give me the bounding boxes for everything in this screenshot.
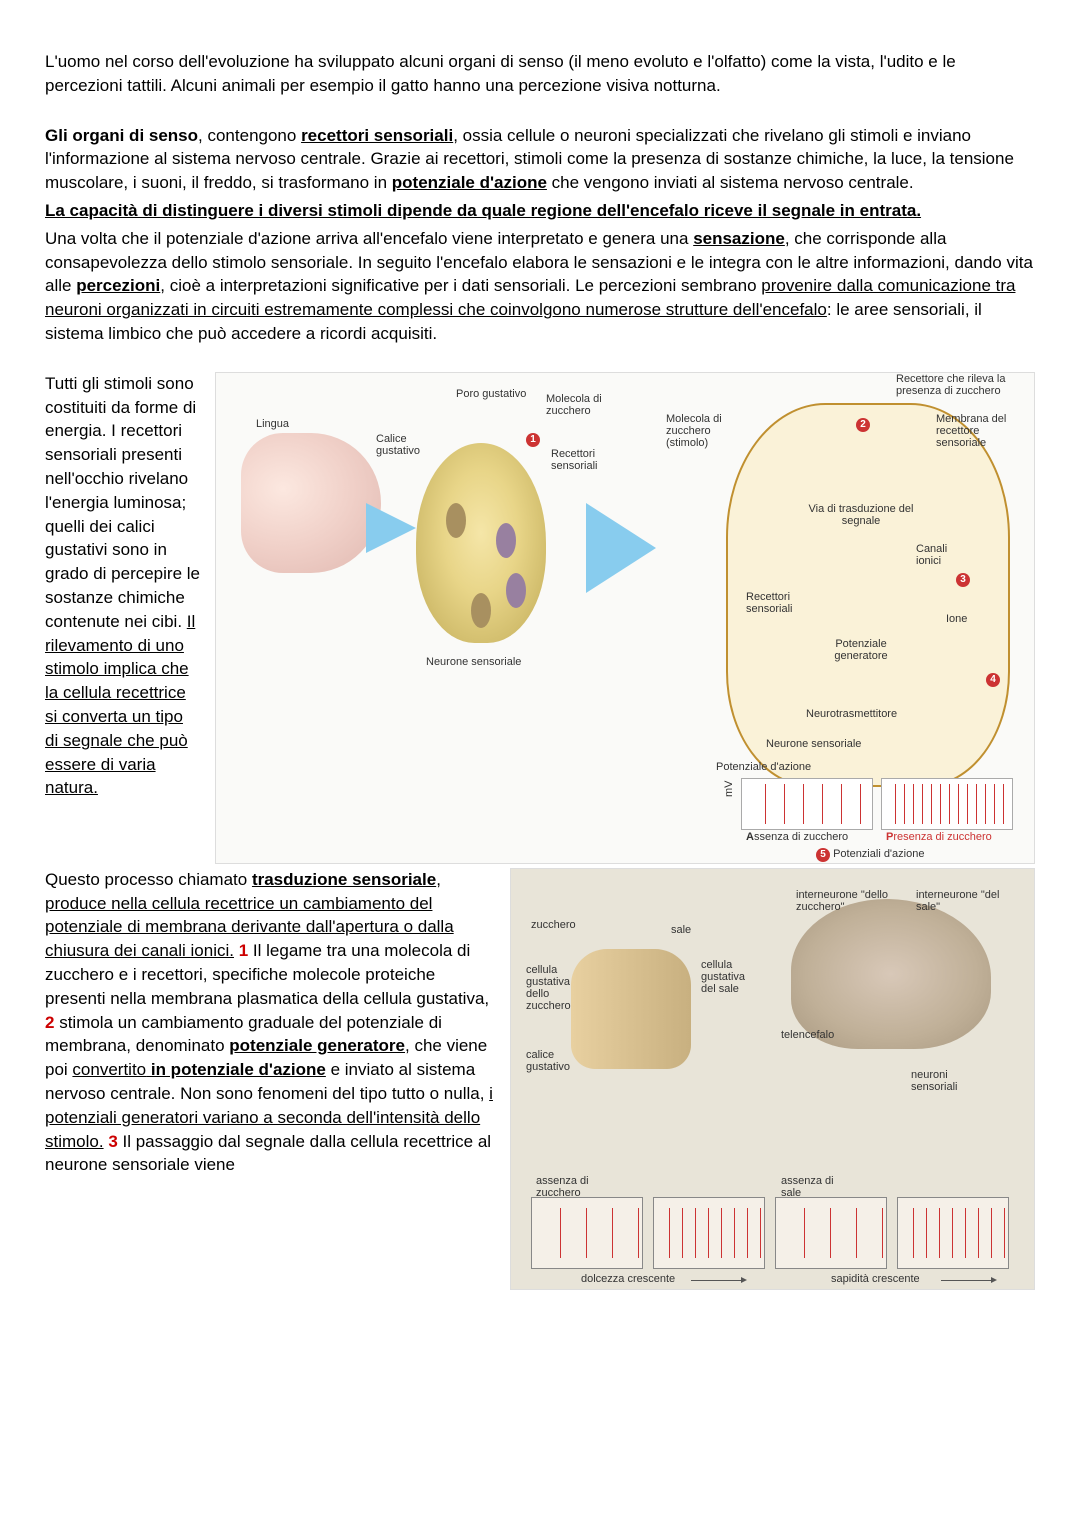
bold-underline-text: percezioni [76, 276, 160, 295]
label-lingua: Lingua [256, 418, 289, 430]
brain-illustration [791, 899, 991, 1049]
taste-bud-illustration [416, 443, 546, 643]
bold-text: Gli organi di senso [45, 126, 198, 145]
taste-transduction-diagram: Lingua Poro gustativo Calice gustativo M… [215, 372, 1035, 864]
brain-pathway-diagram: zucchero sale cellula gustativa dello zu… [510, 868, 1035, 1290]
label-poro: Poro gustativo [456, 388, 526, 400]
bold-underline-text: La capacità di distinguere i diversi sti… [45, 201, 921, 220]
underline-text: convertito [72, 1060, 146, 1079]
paragraph-2: Gli organi di senso, contengono recettor… [45, 124, 1035, 195]
left-text-column: Tutti gli stimoli sono costituiti da for… [45, 372, 200, 800]
row-diagram-1: Tutti gli stimoli sono costituiti da for… [45, 372, 1035, 864]
label-cellula-s: cellula gustativa del sale [701, 959, 761, 995]
chart-absence-salt [775, 1197, 887, 1269]
label-neurotras: Neurotrasmettitore [806, 708, 897, 720]
label-calice: Calice gustativo [376, 433, 436, 457]
label-canali: Canali ionici [916, 543, 966, 567]
label-molecola: Molecola di zucchero [546, 393, 616, 417]
spike-chart-absent [741, 778, 873, 830]
label-inter-z: interneurone "dello zucchero" [796, 889, 896, 913]
label-potgen: Potenziale generatore [816, 638, 906, 662]
paragraph-1: L'uomo nel corso dell'evoluzione ha svil… [45, 50, 1035, 98]
mouth-illustration [241, 433, 381, 573]
label-calice2: calice gustativo [526, 1049, 586, 1073]
paragraph-3: La capacità di distinguere i diversi sti… [45, 199, 1035, 223]
bold-underline-text: trasduzione sensoriale [252, 870, 436, 889]
bold-underline-text: potenziale d'azione [392, 173, 547, 192]
circle-4: 4 [986, 673, 1000, 687]
red-number: 3 [108, 1132, 117, 1151]
label-assenza-s: assenza di sale [781, 1175, 851, 1199]
label-telencefalo: telencefalo [781, 1029, 834, 1041]
bold-underline-text: recettori sensoriali [301, 126, 453, 145]
arrow-icon [366, 503, 416, 553]
taste-bud-2 [571, 949, 691, 1069]
chart-presence-sugar [653, 1197, 765, 1269]
label-sale: sale [671, 924, 691, 936]
label-neuroni: neuroni sensoriali [911, 1069, 971, 1093]
label-sapidita: sapidità crescente [831, 1273, 920, 1285]
label-assenza-z: assenza di zucchero [536, 1175, 606, 1199]
label-recettori: Recettori sensoriali [551, 448, 621, 472]
arrow-icon [586, 503, 656, 593]
label-membrana: Membrana del recettore sensoriale [936, 413, 1026, 449]
label-zucchero: zucchero [531, 919, 576, 931]
spike-chart-present [881, 778, 1013, 830]
chart-absence-sugar [531, 1197, 643, 1269]
bold-underline-text: sensazione [693, 229, 785, 248]
circle-1: 1 [526, 433, 540, 447]
label-dolcezza: dolcezza crescente [581, 1273, 675, 1285]
label-mv: mV [723, 780, 735, 797]
red-number: 1 [239, 941, 248, 960]
bold-underline-text: potenziale generatore [229, 1036, 405, 1055]
underline-text: Il rilevamento di uno stimolo implica ch… [45, 612, 195, 798]
chart-row [531, 1197, 1009, 1269]
label-potazioni: 5 Potenziali d'azione [816, 848, 924, 862]
label-assenza: AAssenza di zuccherossenza di zucchero [746, 831, 848, 843]
left-text-column-2: Questo processo chiamato trasduzione sen… [45, 868, 495, 1177]
circle-2: 2 [856, 418, 870, 432]
label-ione: Ione [946, 613, 967, 625]
chart-presence-salt [897, 1197, 1009, 1269]
row-diagram-2: Questo processo chiamato trasduzione sen… [45, 868, 1035, 1290]
arrow-line [941, 1280, 991, 1281]
paragraph-4: Una volta che il potenziale d'azione arr… [45, 227, 1035, 346]
label-molecola2: Molecola di zucchero (stimolo) [666, 413, 741, 449]
label-recettore-rileva: Recettore che rileva la presenza di zucc… [896, 373, 1026, 397]
label-recettori2: Recettori sensoriali [746, 591, 816, 615]
circle-3: 3 [956, 573, 970, 587]
label-neurone2: Neurone sensoriale [766, 738, 861, 750]
arrow-line [691, 1280, 741, 1281]
label-presenza: Presenza di zucchero [886, 831, 992, 843]
label-potaz: Potenziale d'azione [716, 761, 811, 773]
label-via: Via di trasduzione del segnale [806, 503, 916, 527]
bold-underline-text: in potenziale d'azione [146, 1060, 326, 1079]
label-cellula-z: cellula gustativa dello zucchero [526, 964, 586, 1012]
label-inter-s: interneurone "del sale" [916, 889, 1006, 913]
label-neurone: Neurone sensoriale [426, 656, 521, 668]
